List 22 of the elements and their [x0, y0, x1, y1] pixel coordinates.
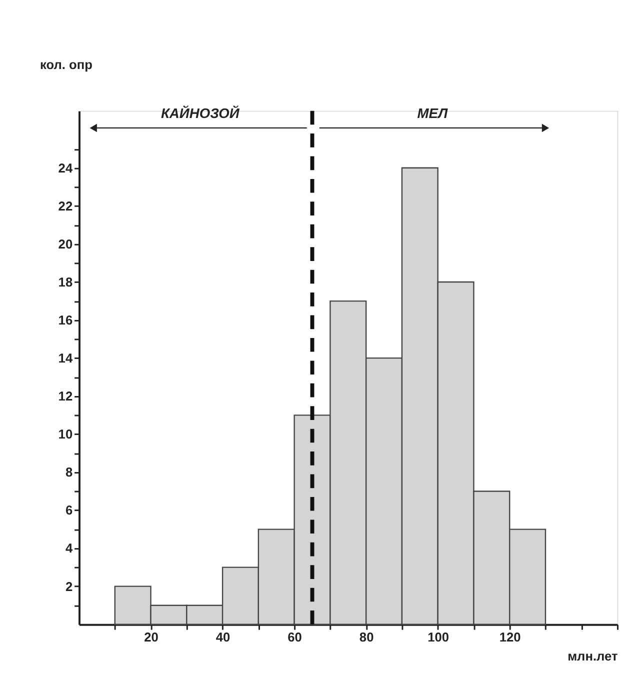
x-tick-label: 120: [499, 630, 521, 645]
x-axis-title: млн.лет: [568, 648, 618, 664]
x-tick-label: 20: [144, 630, 158, 645]
y-axis-title: кол. опр: [40, 56, 93, 72]
y-tick-label: 18: [58, 274, 73, 290]
annotation: КАЙНОЗОЙ: [160, 105, 240, 122]
y-tick-label: 8: [65, 464, 73, 480]
annotation: МЕЛ: [417, 105, 448, 122]
y-tick-label: 4: [65, 540, 74, 556]
y-tick-label: 20: [58, 236, 73, 252]
x-tick-label: 100: [428, 630, 450, 645]
y-tick-label: 16: [58, 312, 73, 328]
x-tick-label: 40: [216, 630, 230, 645]
y-tick-label: 6: [65, 502, 73, 518]
y-tick-label: 10: [58, 426, 73, 442]
x-tick-label: 60: [288, 630, 302, 645]
y-tick-label: 24: [58, 160, 74, 176]
y-tick-label: 2: [65, 578, 73, 594]
y-tick-label: 12: [58, 388, 73, 404]
x-tick-label: 80: [359, 630, 374, 645]
y-tick-label: 22: [58, 198, 73, 214]
y-tick-label: 14: [58, 350, 74, 366]
